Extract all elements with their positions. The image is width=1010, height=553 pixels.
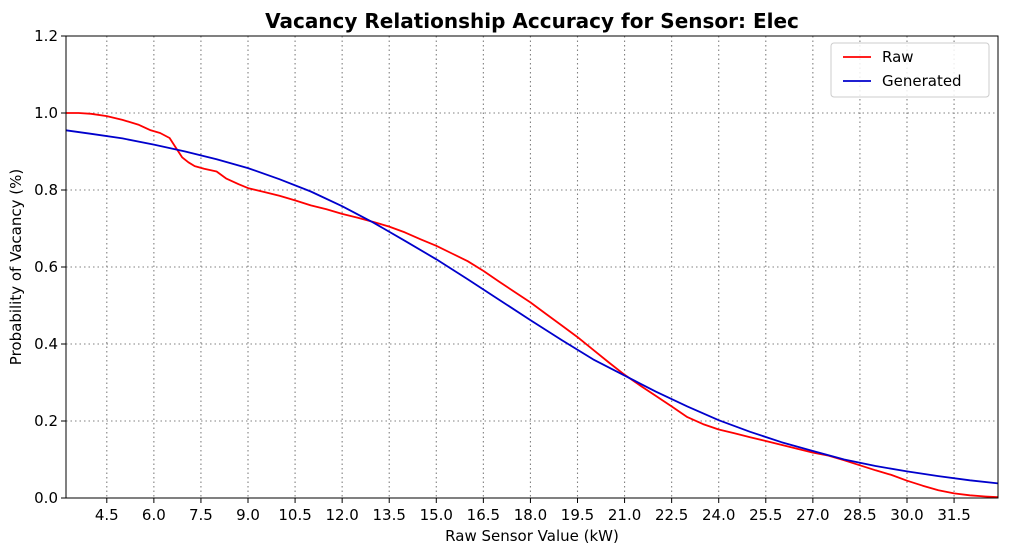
x-tick-label: 4.5 <box>95 506 119 524</box>
grid-layer <box>66 35 998 499</box>
y-tick-label: 0.4 <box>34 335 58 353</box>
x-tick-label: 19.5 <box>561 506 594 524</box>
x-tick-label: 22.5 <box>655 506 688 524</box>
series-line-raw <box>66 112 999 499</box>
tick-layer: 4.5 6.0 7.5 9.0 10.5 12.0 13.5 15.0 16.5 18.0 19.5… <box>34 27 971 524</box>
series-layer <box>65 112 999 499</box>
x-tick-label: 30.0 <box>890 506 923 524</box>
x-tick-label: 9.0 <box>236 506 260 524</box>
y-tick-label: 0.2 <box>34 412 58 430</box>
x-tick-label: 28.5 <box>843 506 876 524</box>
x-tick-label: 15.0 <box>420 506 453 524</box>
x-tick-label: 31.5 <box>937 506 970 524</box>
x-tick-label: 7.5 <box>189 506 213 524</box>
x-tick-label: 24.0 <box>702 506 735 524</box>
x-tick-label: 6.0 <box>142 506 166 524</box>
x-tick-label: 21.0 <box>608 506 641 524</box>
legend: Raw Generated <box>830 42 990 98</box>
chart-title: Vacancy Relationship Accuracy for Sensor… <box>265 9 799 33</box>
legend-label-raw: Raw <box>882 48 914 66</box>
y-tick-label: 1.0 <box>34 104 58 122</box>
x-tick-label: 27.0 <box>796 506 829 524</box>
series-line-generated <box>65 129 999 485</box>
y-tick-label: 1.2 <box>34 27 58 45</box>
legend-label-generated: Generated <box>882 72 962 90</box>
x-tick-label: 25.5 <box>749 506 782 524</box>
x-tick-label: 13.5 <box>373 506 406 524</box>
y-tick-label: 0.6 <box>34 258 58 276</box>
x-tick-label: 16.5 <box>467 506 500 524</box>
x-tick-label: 12.0 <box>325 506 358 524</box>
x-tick-label: 18.0 <box>514 506 547 524</box>
x-axis-label: Raw Sensor Value (kW) <box>445 527 619 545</box>
y-axis-label: Probability of Vacancy (%) <box>7 169 25 365</box>
x-tick-label: 10.5 <box>278 506 311 524</box>
y-tick-label: 0.0 <box>34 489 58 507</box>
y-tick-label: 0.8 <box>34 181 58 199</box>
